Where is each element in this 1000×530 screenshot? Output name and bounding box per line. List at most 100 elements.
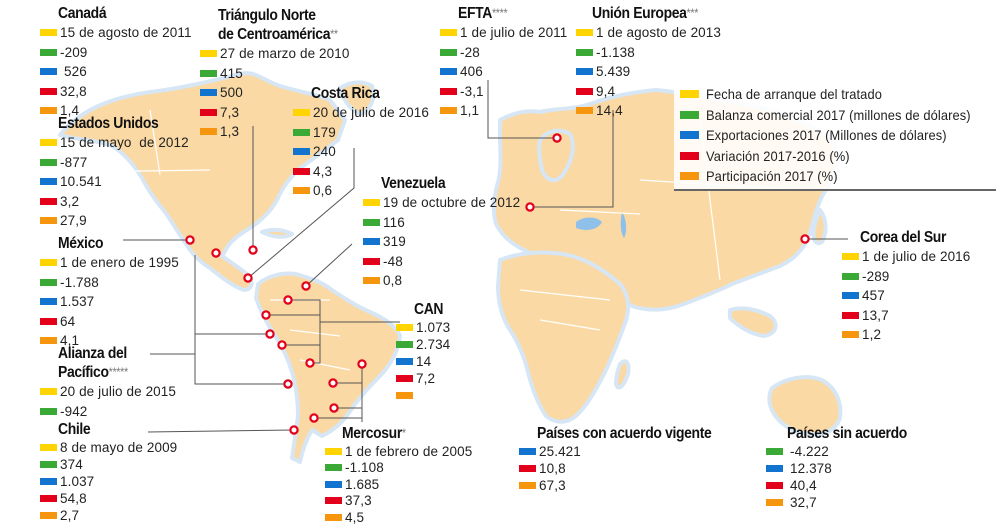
- green-swatch-icon: [576, 48, 593, 56]
- green-swatch-icon: [40, 278, 57, 286]
- participacion-value: 27,9: [60, 213, 87, 229]
- variacion-value: 64: [60, 313, 76, 329]
- exportaciones-value: 12.378: [790, 461, 832, 476]
- block-mexico: México 1 de enero de 1995 -1.788 1.537 6…: [40, 234, 179, 351]
- balanza-value: -289: [862, 268, 890, 284]
- orange-swatch-icon: [576, 107, 593, 115]
- fecha-value: 15 de mayo de 2012: [60, 135, 189, 151]
- variacion-value: 7,2: [416, 371, 436, 386]
- orange-swatch-icon: [325, 513, 342, 521]
- red-swatch-icon: [842, 311, 859, 319]
- yellow-swatch-icon: [40, 29, 57, 37]
- variacion-value: 4,3: [313, 163, 333, 179]
- exportaciones-value: 1.685: [345, 476, 380, 492]
- variacion-value: 37,3: [345, 493, 372, 509]
- green-swatch-icon: [396, 341, 413, 348]
- balanza-value: 2.734: [416, 337, 451, 352]
- participacion-value: 1,3: [220, 124, 240, 140]
- block-union-europea: Unión Europea*** 1 de agosto de 2013 -1.…: [576, 4, 721, 121]
- marker-mexico: [185, 235, 195, 245]
- orange-swatch-icon: [519, 482, 536, 489]
- red-swatch-icon: [576, 87, 593, 95]
- legend-item-variacion: Variación 2017-2016 (%): [680, 146, 996, 167]
- blue-swatch-icon: [363, 238, 380, 246]
- caspian-sea: [620, 212, 627, 238]
- block-title: Estados Unidos: [58, 115, 159, 132]
- block-con-acuerdo: Países con acuerdo vigente 25.421 10,8 6…: [519, 424, 731, 494]
- marker-ecuador: [261, 310, 271, 320]
- landmass-japan: [811, 208, 828, 246]
- exportaciones-value: 406: [460, 64, 483, 80]
- orange-swatch-icon: [40, 337, 57, 345]
- blue-swatch-icon: [200, 89, 217, 97]
- variacion-value: 10,8: [539, 461, 566, 476]
- fecha-value: 20 de julio de 2015: [60, 384, 176, 400]
- variacion-value: 54,8: [60, 491, 87, 506]
- participacion-value: 67,3: [539, 478, 566, 493]
- landmass-caribbean: [260, 227, 294, 239]
- country-markers: [185, 133, 810, 435]
- variacion-value: 32,8: [60, 83, 87, 99]
- red-swatch-icon: [200, 108, 217, 116]
- green-swatch-icon: [40, 461, 57, 468]
- yellow-swatch-icon: [200, 50, 217, 58]
- green-swatch-icon: [200, 69, 217, 77]
- balanza-value: 116: [383, 214, 405, 230]
- block-title: Corea del Sur: [860, 229, 947, 246]
- orange-swatch-icon: [293, 187, 310, 195]
- red-swatch-icon: [396, 375, 413, 382]
- yellow-swatch-icon: [680, 90, 699, 99]
- landmass-greenland: [338, 80, 376, 116]
- landmass-southeast-asia: [728, 306, 778, 338]
- balanza-value: -209: [60, 44, 88, 60]
- block-corea-del-sur: Corea del Sur 1 de julio de 2016 -289 45…: [842, 228, 970, 345]
- block-title: EFTA****: [458, 5, 508, 22]
- balanza-value: -1.138: [596, 44, 635, 60]
- fecha-value: 8 de mayo de 2009: [60, 440, 178, 455]
- yellow-swatch-icon: [440, 29, 457, 37]
- block-costa-rica: Costa Rica 20 de julio de 2016 179 240 4…: [293, 84, 429, 201]
- yellow-swatch-icon: [293, 109, 310, 117]
- red-swatch-icon: [40, 317, 57, 325]
- exportaciones-value: 1.037: [60, 474, 95, 489]
- fecha-value: 1 de febrero de 2005: [345, 443, 473, 459]
- block-alianza-pacifico: Alianza del Pacífico***** 20 de julio de…: [40, 344, 176, 421]
- green-swatch-icon: [40, 48, 57, 56]
- yellow-swatch-icon: [396, 324, 413, 331]
- fecha-value: 1 de julio de 2016: [862, 249, 971, 265]
- participacion-value: 1,4: [60, 103, 80, 119]
- participacion-value: 0,6: [313, 183, 333, 199]
- blue-swatch-icon: [766, 465, 783, 472]
- blue-swatch-icon: [293, 148, 310, 156]
- landmass-south-america: [254, 271, 402, 464]
- block-canada: Canadá 15 de agosto de 2011 -209 526 32,…: [40, 4, 192, 121]
- balanza-value: 179: [313, 124, 336, 140]
- marker-guatemala: [211, 248, 221, 258]
- exportaciones-value: 1.537: [60, 294, 95, 310]
- blue-swatch-icon: [576, 68, 593, 76]
- marker-argentina: [309, 413, 319, 423]
- balanza-value: -4.222: [790, 444, 829, 459]
- marker-triangulo-norte: [248, 245, 258, 255]
- yellow-swatch-icon: [40, 259, 57, 267]
- green-swatch-icon: [363, 218, 380, 226]
- variacion-value: 7,3: [220, 104, 240, 120]
- legend: Fecha de arranque del tratado Balanza co…: [674, 82, 996, 191]
- landmass-north-america: [58, 71, 347, 292]
- fecha-value: 19 de octubre de 2012: [383, 195, 521, 211]
- red-swatch-icon: [680, 151, 699, 160]
- orange-swatch-icon: [40, 217, 57, 225]
- red-swatch-icon: [766, 482, 783, 489]
- marker-uruguay: [329, 403, 339, 413]
- blue-swatch-icon: [40, 68, 57, 76]
- variacion-value: -48: [383, 253, 403, 269]
- marker-colombia: [283, 295, 293, 305]
- legend-item-fecha: Fecha de arranque del tratado: [680, 84, 996, 105]
- fecha-value: 1 de agosto de 2013: [596, 25, 722, 41]
- block-title-line2: de Centroamérica**: [218, 26, 338, 43]
- marker-chile-north: [283, 379, 293, 389]
- marker-peru: [277, 340, 287, 350]
- blue-swatch-icon: [40, 298, 57, 306]
- marker-corea-del-sur: [800, 234, 810, 244]
- landmass-madagascar: [614, 359, 631, 390]
